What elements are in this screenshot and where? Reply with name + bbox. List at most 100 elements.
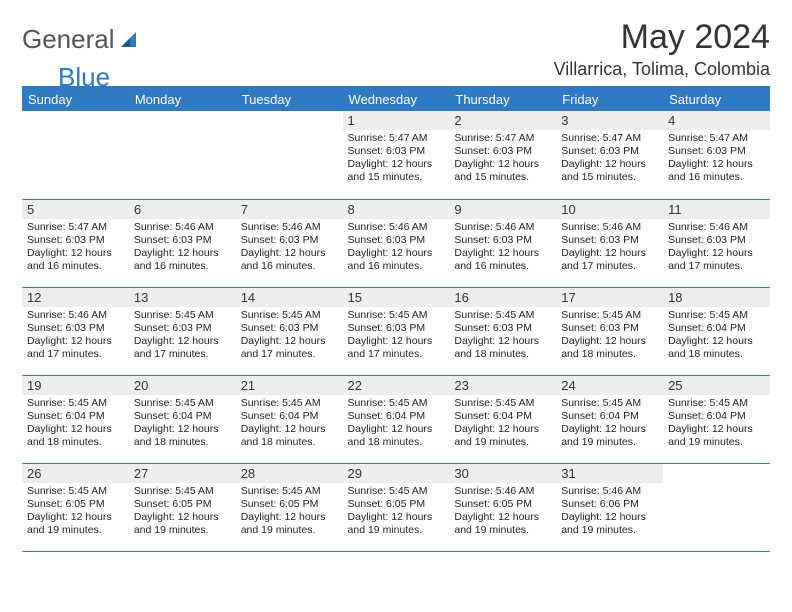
sunrise-line: Sunrise: 5:45 AM	[27, 397, 124, 410]
sunset-line: Sunset: 6:03 PM	[348, 322, 445, 335]
calendar-day-cell	[663, 463, 770, 551]
daylight-line: Daylight: 12 hours and 15 minutes.	[348, 158, 445, 184]
day-number: 5	[22, 200, 129, 219]
day-number: 30	[449, 464, 556, 483]
day-number: 7	[236, 200, 343, 219]
sunset-line: Sunset: 6:04 PM	[561, 410, 658, 423]
daylight-line: Daylight: 12 hours and 18 minutes.	[454, 335, 551, 361]
sunrise-line: Sunrise: 5:45 AM	[348, 309, 445, 322]
day-details: Sunrise: 5:46 AMSunset: 6:05 PMDaylight:…	[449, 483, 556, 542]
calendar-day-cell: 10 Sunrise: 5:46 AMSunset: 6:03 PMDayligh…	[556, 199, 663, 287]
sunrise-line: Sunrise: 5:45 AM	[454, 309, 551, 322]
sunrise-line: Sunrise: 5:46 AM	[27, 309, 124, 322]
calendar-day-cell	[22, 111, 129, 199]
sunset-line: Sunset: 6:04 PM	[134, 410, 231, 423]
sunrise-line: Sunrise: 5:47 AM	[348, 132, 445, 145]
sunrise-line: Sunrise: 5:45 AM	[668, 309, 765, 322]
sunrise-line: Sunrise: 5:45 AM	[27, 485, 124, 498]
daylight-line: Daylight: 12 hours and 19 minutes.	[668, 423, 765, 449]
daylight-line: Daylight: 12 hours and 17 minutes.	[561, 247, 658, 273]
sunrise-line: Sunrise: 5:45 AM	[134, 485, 231, 498]
sunrise-line: Sunrise: 5:45 AM	[561, 397, 658, 410]
daylight-line: Daylight: 12 hours and 17 minutes.	[668, 247, 765, 273]
day-number: 22	[343, 376, 450, 395]
calendar-day-cell: 18Sunrise: 5:45 AMSunset: 6:04 PMDayligh…	[663, 287, 770, 375]
day-number: 23	[449, 376, 556, 395]
day-number: 18	[663, 288, 770, 307]
day-details: Sunrise: 5:46 AMSunset: 6:06 PMDaylight:…	[556, 483, 663, 542]
day-number: 14	[236, 288, 343, 307]
day-number: 16	[449, 288, 556, 307]
calendar-day-cell: 30Sunrise: 5:46 AMSunset: 6:05 PMDayligh…	[449, 463, 556, 551]
daylight-line: Daylight: 12 hours and 18 minutes.	[241, 423, 338, 449]
day-details: Sunrise: 5:46 AMSunset: 6:03 PMDaylight:…	[129, 219, 236, 278]
calendar-day-cell: 11Sunrise: 5:46 AMSunset: 6:03 PMDayligh…	[663, 199, 770, 287]
sunset-line: Sunset: 6:03 PM	[561, 145, 658, 158]
daylight-line: Daylight: 12 hours and 16 minutes.	[134, 247, 231, 273]
day-number: 24	[556, 376, 663, 395]
daylight-line: Daylight: 12 hours and 16 minutes.	[241, 247, 338, 273]
daylight-line: Daylight: 12 hours and 16 minutes.	[348, 247, 445, 273]
daylight-line: Daylight: 12 hours and 17 minutes.	[348, 335, 445, 361]
sunrise-line: Sunrise: 5:45 AM	[668, 397, 765, 410]
day-number: 10	[556, 200, 663, 219]
sunset-line: Sunset: 6:05 PM	[134, 498, 231, 511]
sunset-line: Sunset: 6:04 PM	[27, 410, 124, 423]
daylight-line: Daylight: 12 hours and 17 minutes.	[134, 335, 231, 361]
sunset-line: Sunset: 6:03 PM	[454, 145, 551, 158]
day-details: Sunrise: 5:45 AMSunset: 6:04 PMDaylight:…	[236, 395, 343, 454]
day-number: 1	[343, 111, 450, 130]
day-details: Sunrise: 5:46 AMSunset: 6:03 PMDaylight:…	[343, 219, 450, 278]
day-details: Sunrise: 5:47 AMSunset: 6:03 PMDaylight:…	[22, 219, 129, 278]
daylight-line: Daylight: 12 hours and 17 minutes.	[27, 335, 124, 361]
day-number: 19	[22, 376, 129, 395]
sunrise-line: Sunrise: 5:47 AM	[668, 132, 765, 145]
calendar-day-cell: 22Sunrise: 5:45 AMSunset: 6:04 PMDayligh…	[343, 375, 450, 463]
sunset-line: Sunset: 6:03 PM	[561, 234, 658, 247]
calendar-day-cell: 14Sunrise: 5:45 AMSunset: 6:03 PMDayligh…	[236, 287, 343, 375]
calendar-day-cell: 28Sunrise: 5:45 AMSunset: 6:05 PMDayligh…	[236, 463, 343, 551]
calendar-day-cell: 13Sunrise: 5:45 AMSunset: 6:03 PMDayligh…	[129, 287, 236, 375]
calendar-day-cell: 1 Sunrise: 5:47 AMSunset: 6:03 PMDaylight…	[343, 111, 450, 199]
day-number: 27	[129, 464, 236, 483]
day-number: 17	[556, 288, 663, 307]
sunrise-line: Sunrise: 5:46 AM	[134, 221, 231, 234]
sunrise-line: Sunrise: 5:45 AM	[454, 397, 551, 410]
sail-icon	[118, 29, 140, 51]
header: General May 2024 Villarrica, Tolima, Col…	[22, 18, 770, 80]
calendar-day-cell: 21Sunrise: 5:45 AMSunset: 6:04 PMDayligh…	[236, 375, 343, 463]
sunset-line: Sunset: 6:03 PM	[454, 322, 551, 335]
calendar-day-cell: 17Sunrise: 5:45 AMSunset: 6:03 PMDayligh…	[556, 287, 663, 375]
day-number: 21	[236, 376, 343, 395]
day-number: 8	[343, 200, 450, 219]
day-number: 3	[556, 111, 663, 130]
day-details: Sunrise: 5:45 AMSunset: 6:04 PMDaylight:…	[129, 395, 236, 454]
daylight-line: Daylight: 12 hours and 16 minutes.	[454, 247, 551, 273]
day-details: Sunrise: 5:46 AMSunset: 6:03 PMDaylight:…	[663, 219, 770, 278]
day-details: Sunrise: 5:45 AMSunset: 6:03 PMDaylight:…	[449, 307, 556, 366]
day-details: Sunrise: 5:45 AMSunset: 6:05 PMDaylight:…	[22, 483, 129, 542]
day-details: Sunrise: 5:45 AMSunset: 6:03 PMDaylight:…	[129, 307, 236, 366]
weekday-header: Wednesday	[343, 87, 450, 111]
sunset-line: Sunset: 6:03 PM	[348, 145, 445, 158]
sunrise-line: Sunrise: 5:45 AM	[348, 485, 445, 498]
day-number	[236, 111, 343, 130]
day-number: 4	[663, 111, 770, 130]
sunrise-line: Sunrise: 5:45 AM	[241, 397, 338, 410]
calendar-day-cell: 16Sunrise: 5:45 AMSunset: 6:03 PMDayligh…	[449, 287, 556, 375]
sunrise-line: Sunrise: 5:46 AM	[454, 221, 551, 234]
sunrise-line: Sunrise: 5:46 AM	[561, 485, 658, 498]
calendar-table: SundayMondayTuesdayWednesdayThursdayFrid…	[22, 86, 770, 552]
calendar-day-cell: 19Sunrise: 5:45 AMSunset: 6:04 PMDayligh…	[22, 375, 129, 463]
sunrise-line: Sunrise: 5:46 AM	[561, 221, 658, 234]
sunset-line: Sunset: 6:03 PM	[27, 322, 124, 335]
day-details: Sunrise: 5:45 AMSunset: 6:04 PMDaylight:…	[663, 307, 770, 366]
sunset-line: Sunset: 6:06 PM	[561, 498, 658, 511]
sunset-line: Sunset: 6:03 PM	[134, 322, 231, 335]
sunrise-line: Sunrise: 5:47 AM	[561, 132, 658, 145]
sunrise-line: Sunrise: 5:46 AM	[454, 485, 551, 498]
day-number: 12	[22, 288, 129, 307]
day-details: Sunrise: 5:46 AMSunset: 6:03 PMDaylight:…	[22, 307, 129, 366]
weekday-header: Thursday	[449, 87, 556, 111]
sunrise-line: Sunrise: 5:45 AM	[348, 397, 445, 410]
